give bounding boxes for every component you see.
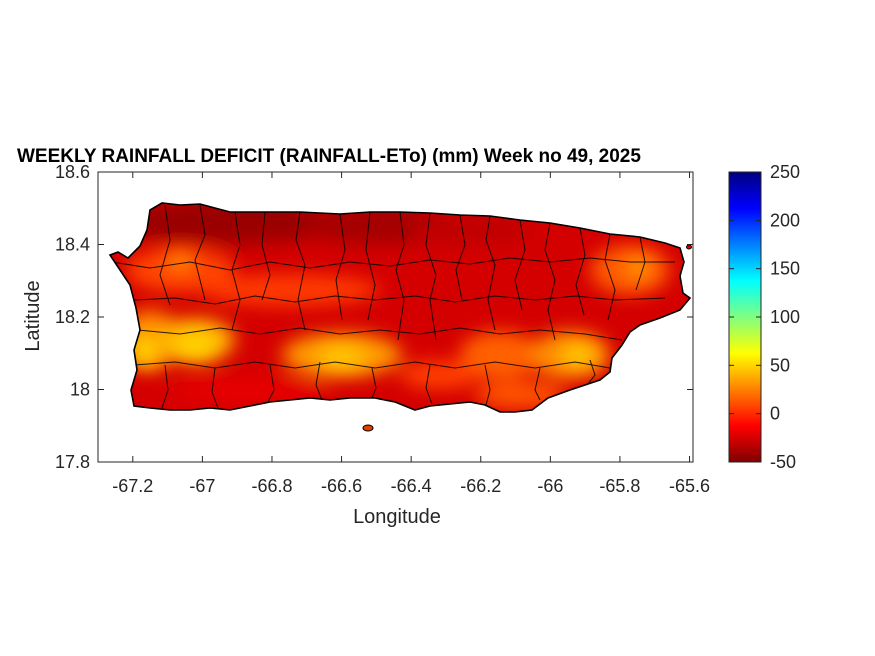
x-tick-label: -66.6 — [321, 476, 362, 496]
municipality-boundary — [161, 364, 169, 409]
municipality-boundary — [295, 211, 306, 331]
municipality-boundary — [365, 211, 376, 321]
municipality-boundary — [395, 211, 405, 341]
colorbar-tick-label: 150 — [770, 259, 800, 279]
municipality-boundary — [194, 204, 206, 301]
municipality-boundary — [534, 367, 541, 401]
small-east-island — [686, 244, 692, 250]
municipality-boundary — [485, 215, 496, 331]
x-tick-label: -66.8 — [251, 476, 292, 496]
y-tick-label: 18 — [70, 380, 90, 400]
municipality-boundary — [159, 204, 171, 306]
municipality-boundary — [211, 367, 219, 409]
x-tick-label: -67.2 — [112, 476, 153, 496]
municipality-boundary — [425, 364, 433, 405]
municipality-boundary — [604, 233, 616, 321]
municipality-boundary — [575, 227, 586, 316]
x-tick-label: -66.2 — [460, 476, 501, 496]
map-title: WEEKLY RAINFALL DEFICIT (RAINFALL-ETo) (… — [17, 146, 641, 167]
colorbar-tick-label: 50 — [770, 355, 790, 375]
x-axis-label: Longitude — [353, 506, 441, 528]
y-tick-label: 18.4 — [55, 235, 90, 255]
municipality-boundary — [261, 211, 271, 301]
colorbar-tick-label: 0 — [770, 404, 780, 424]
colorbar-tick-label: -50 — [770, 452, 796, 472]
municipality-boundary — [371, 367, 377, 399]
x-tick-label: -67 — [189, 476, 215, 496]
x-axis-ticks: -67.2 -67 -66.8 -66.6 -66.4 -66.2 -66 -65.8 -65.… — [112, 172, 710, 496]
colorbar-tick-label: 100 — [770, 307, 800, 327]
y-tick-label: 17.8 — [55, 452, 90, 472]
colorbar — [728, 171, 762, 463]
municipality-boundary — [267, 364, 275, 403]
municipality-boundary — [587, 359, 596, 385]
y-tick-label: 18.6 — [55, 162, 90, 182]
rainfall-deficit-field — [110, 203, 690, 412]
x-tick-label: -65.6 — [669, 476, 710, 496]
puerto-rico-outline — [108, 202, 692, 413]
municipality-boundary — [514, 219, 526, 311]
municipality-boundary — [425, 212, 437, 341]
municipality-boundary — [111, 257, 675, 271]
municipality-boundary — [315, 361, 323, 401]
y-axis-ticks: 18.6 18.4 18.2 18 17.8 — [55, 162, 693, 472]
municipality-boundary — [484, 364, 491, 406]
municipality-boundary — [455, 214, 466, 301]
y-axis-label: Latitude — [22, 280, 44, 351]
x-tick-label: -66.4 — [391, 476, 432, 496]
caja-de-muertos-island — [362, 424, 374, 432]
colorbar-tick-label: 200 — [770, 210, 800, 230]
x-tick-label: -65.8 — [599, 476, 640, 496]
municipality-boundary — [134, 295, 666, 305]
municipality-boundary — [544, 222, 556, 341]
y-tick-label: 18.2 — [55, 307, 90, 327]
x-tick-label: -66 — [537, 476, 563, 496]
colorbar-tick-label: 250 — [770, 162, 800, 182]
municipality-boundary — [137, 327, 623, 341]
colorbar-ticks: 250 200 150 100 50 0 -50 — [729, 162, 800, 472]
municipality-boundary — [335, 213, 346, 321]
